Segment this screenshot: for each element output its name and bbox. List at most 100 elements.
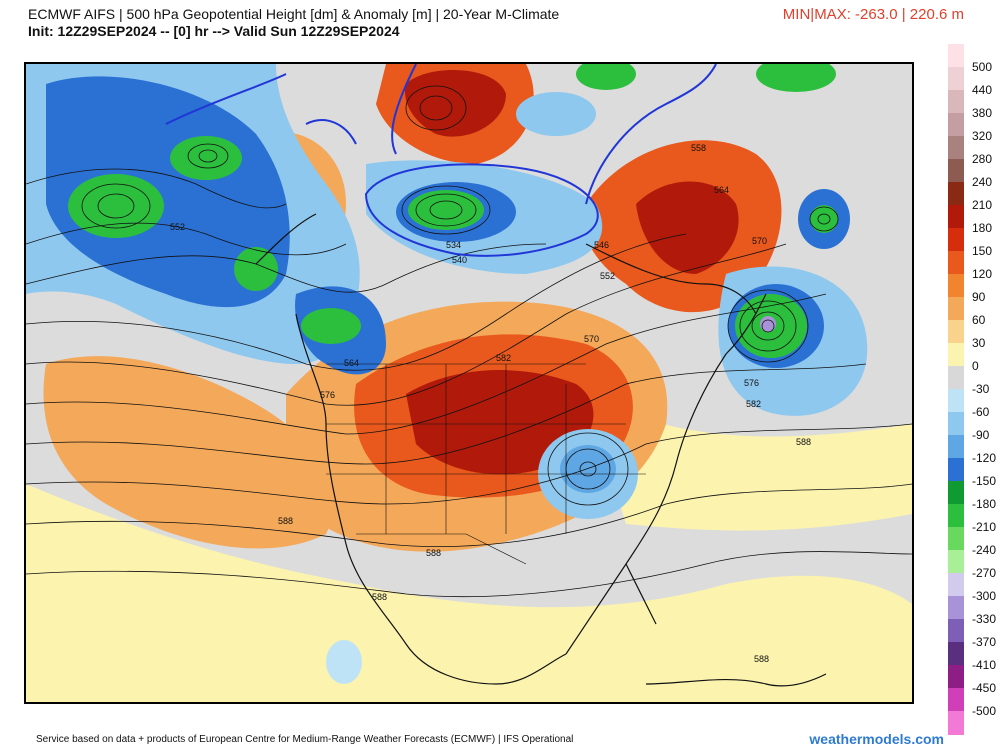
brand-link[interactable]: weathermodels.com: [809, 731, 944, 747]
colorbar-segment: [948, 711, 964, 735]
colorbar-tick-label: -330: [972, 612, 997, 626]
colorbar-tick-label: 240: [972, 175, 993, 189]
colorbar-tick-label: -60: [972, 405, 990, 419]
contour-label: 534: [446, 240, 461, 250]
contour-blue-loop: [364, 163, 599, 257]
anomaly-negative-atlantic-2-core: [810, 205, 838, 233]
contour-label: 588: [278, 516, 293, 526]
colorbar-tick-label: -270: [972, 566, 997, 580]
coastlines: [255, 213, 827, 687]
colorbar-tick-label: 210: [972, 198, 993, 212]
colorbar-tick-label: -370: [972, 635, 997, 649]
footer-credit: Service based on data + products of Euro…: [36, 734, 574, 745]
colorbar-segment: [948, 458, 964, 482]
colorbar-tick-label: -240: [972, 543, 997, 557]
colorbar-segment: [948, 343, 964, 367]
anomaly-negative-arctic-1: [516, 92, 596, 136]
colorbar-tick-label: 380: [972, 106, 993, 120]
contour-loop: [429, 200, 463, 220]
colorbar-segment: [948, 159, 964, 183]
colorbar-tick-label: -150: [972, 474, 997, 488]
colorbar-segment: [948, 320, 964, 344]
anomaly-negative-se: [560, 445, 616, 493]
contour-loop: [405, 85, 467, 131]
contour-label: 570: [752, 236, 767, 246]
contour-line: [26, 233, 687, 371]
colorbar: [948, 44, 964, 735]
colorbar-tick-label: -120: [972, 451, 997, 465]
contour-blue-line: [585, 64, 717, 205]
contour-loop: [727, 289, 809, 363]
anomaly-negative-mexico: [326, 640, 362, 684]
colorbar-tick-label: -30: [972, 382, 990, 396]
anomaly-positive-ne-canada-core: [636, 181, 739, 274]
colorbar-segment: [948, 481, 964, 505]
contour-loop: [817, 213, 831, 225]
contour-line: [26, 243, 547, 293]
colorbar-tick-label: 30: [972, 336, 986, 350]
anomaly-negative-arctic-3: [756, 64, 836, 92]
contour-loop: [198, 149, 218, 163]
contour-blue-line: [391, 64, 417, 155]
colorbar-tick-label: 320: [972, 129, 993, 143]
colorbar-segment: [948, 182, 964, 206]
contour-line: [26, 423, 912, 505]
contour-loop: [547, 432, 629, 506]
colorbar-tick-label: 180: [972, 221, 993, 235]
contour-line: [26, 293, 827, 435]
map-canvas: 552 534 546 540 552 558 564 570 582 570 …: [26, 64, 912, 702]
anomaly-negative-hudson-core: [408, 190, 484, 230]
anomaly-negative-atlantic-min: [760, 316, 776, 332]
contour-labels: 552 534 546 540 552 558 564 570 582 570 …: [170, 143, 811, 664]
colorbar-tick-label: 120: [972, 267, 993, 281]
colorbar-segment: [948, 688, 964, 712]
colorbar-segment: [948, 389, 964, 413]
contour-loop: [415, 193, 477, 227]
colorbar-segment: [948, 435, 964, 459]
colorbar-segment: [948, 596, 964, 620]
contour-label: 588: [372, 592, 387, 602]
contour-loop: [751, 311, 785, 341]
colorbar-segment: [948, 619, 964, 643]
contour-line: [26, 363, 867, 465]
anomaly-negative-moderate: [46, 76, 290, 308]
colorbar-tick-label: -410: [972, 658, 997, 672]
contour-loop: [401, 185, 491, 235]
colorbar-tick-label: -180: [972, 497, 997, 511]
contour-label: 546: [594, 240, 609, 250]
contour-line: [26, 222, 347, 256]
anomaly-negative-arctic-2: [576, 64, 636, 90]
colorbar-tick-label: -450: [972, 681, 997, 695]
anomaly-positive-weak: [26, 484, 912, 702]
contour-loop: [579, 461, 597, 477]
anomaly-negative-strong-3: [234, 247, 278, 291]
anomaly-negative-bc-core: [301, 308, 361, 344]
colorbar-segment: [948, 504, 964, 528]
colorbar-segment: [948, 665, 964, 689]
contour-label: 558: [691, 143, 706, 153]
colorbar-segment: [948, 90, 964, 114]
contour-label: 570: [584, 334, 599, 344]
contour-line: [26, 243, 787, 406]
colorbar-segment: [948, 205, 964, 229]
contour-loop: [419, 95, 453, 121]
contour-label: 576: [320, 390, 335, 400]
anomaly-positive-max: [406, 370, 594, 475]
colorbar-segment: [948, 274, 964, 298]
us-mexico-border: [356, 533, 527, 565]
colorbar-segment: [948, 527, 964, 551]
contour-blue-line: [305, 119, 357, 145]
contour-loop: [761, 319, 775, 333]
colorbar-segment: [948, 297, 964, 321]
colorbar-tick-label: -210: [972, 520, 997, 534]
anomaly-negative-strong-2: [170, 136, 242, 180]
anomaly-positive-pacific: [43, 356, 334, 549]
colorbar-tick-label: 60: [972, 313, 986, 327]
colorbar-segment: [948, 366, 964, 390]
alaska-coast: [255, 213, 317, 265]
colorbar-tick-label: 280: [972, 152, 993, 166]
contour-line: [26, 483, 912, 548]
contour-label: 582: [496, 353, 511, 363]
contour-label: 588: [796, 437, 811, 447]
contour-loop: [187, 143, 229, 169]
